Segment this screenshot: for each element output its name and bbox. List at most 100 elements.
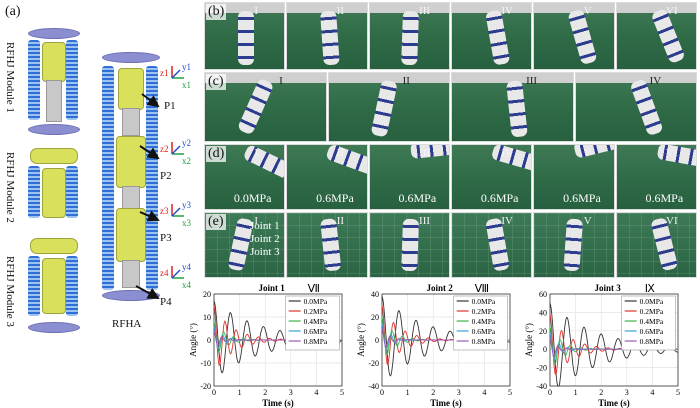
- robot-arm: [563, 218, 584, 272]
- legend-entry: 0.0MPa: [472, 297, 496, 306]
- legend-entry: 0.6MPa: [304, 327, 328, 336]
- x-tick-label: 1: [406, 388, 410, 397]
- d-frame-4: IV 0.6MPa: [451, 144, 533, 210]
- x-tick-label: 3: [457, 388, 461, 397]
- y-tick-label: -20: [536, 364, 547, 373]
- fixture-bar: [369, 3, 449, 13]
- chart-title: Joint 2: [426, 283, 453, 293]
- pressure-label: 0.6MPa: [316, 191, 354, 205]
- legend-entry: 0.2MPa: [304, 307, 328, 316]
- fixture-bar: [205, 3, 285, 13]
- y2-axis: [171, 145, 181, 155]
- d-frame-6: VI 0.6MPa: [615, 144, 697, 210]
- robot-arm: [485, 9, 511, 66]
- robot-arm: [573, 145, 614, 159]
- chart-title: Joint 1: [258, 283, 285, 293]
- fixture-bar: [328, 73, 449, 83]
- frame-numeral: V: [583, 147, 592, 159]
- x-tick-label: 0: [380, 388, 384, 397]
- legend-entry: 0.8MPa: [304, 337, 328, 346]
- chart-numeral: Ⅷ: [475, 283, 490, 295]
- panel-e-label: (e): [206, 214, 226, 230]
- module-3-label: RFHJ Module 3: [4, 256, 16, 327]
- x3-label: x3: [182, 218, 191, 228]
- y-tick-label: 20: [539, 327, 547, 336]
- frame-numeral: I: [254, 147, 259, 159]
- x-tick-label: 5: [340, 388, 344, 397]
- robot-arm: [567, 8, 599, 66]
- z4-label: z4: [160, 268, 169, 278]
- legend-entry: 0.2MPa: [472, 307, 496, 316]
- frame-numeral: III: [526, 75, 538, 87]
- legend-entry: 0.8MPa: [640, 337, 664, 346]
- panel-b-label: (b): [206, 4, 227, 20]
- p1-label: P1: [164, 100, 176, 112]
- y-tick-label: 60: [539, 290, 547, 299]
- legend-entry: 0.0MPa: [640, 297, 664, 306]
- chart-3: 0 1 2 3 4 5 -40 -20 0 20 40 60 Time (s) Angle (°) Join…: [524, 283, 680, 408]
- frame-numeral: IV: [649, 75, 662, 87]
- y-tick-label: 10: [203, 313, 211, 322]
- fixture-bar: [575, 73, 696, 83]
- frame-numeral: V: [583, 5, 592, 17]
- legend-entry: 0.2MPa: [640, 307, 664, 316]
- y-tick-label: -20: [200, 382, 211, 391]
- rfha-label: RFHA: [112, 318, 142, 330]
- rfhj-module-1-illustration: [22, 28, 86, 140]
- x-tick-label: 4: [314, 388, 318, 397]
- y4-label: y4: [182, 262, 191, 272]
- y-tick-label: 0: [375, 336, 379, 345]
- y3-axis: [171, 207, 181, 217]
- robot-arm: [325, 145, 367, 177]
- fixture-bar: [205, 73, 326, 83]
- joint-3-label: Joint 3: [250, 246, 280, 258]
- y1-label: y1: [182, 62, 191, 72]
- x-tick-label: 0: [212, 388, 216, 397]
- y1-axis: [171, 69, 181, 79]
- frame-numeral: V: [583, 215, 592, 227]
- robot-arm: [242, 145, 285, 181]
- x-tick-label: 1: [238, 388, 242, 397]
- legend-entry: 0.0MPa: [304, 297, 328, 306]
- frame-numeral: II: [336, 147, 345, 159]
- rfhj-module-2-illustration: [22, 148, 86, 228]
- fixture-bar: [616, 3, 696, 13]
- robot-arm: [320, 10, 341, 66]
- frame-numeral: VI: [666, 215, 678, 227]
- robot-arm: [400, 10, 419, 66]
- x4-label: x4: [182, 280, 191, 290]
- p4-arrow: [135, 285, 160, 299]
- rfha-assembly-illustration: [96, 52, 166, 302]
- joint-2-label: Joint 2: [250, 233, 280, 245]
- frame-numeral: VI: [666, 147, 678, 159]
- panel-c-label: (c): [206, 74, 226, 90]
- chart-2: 0 1 2 3 4 5 -40 -20 0 20 40 Time (s) Angle (°) Joint …: [356, 283, 512, 408]
- y-tick-label: 0: [543, 345, 547, 354]
- legend-entry: 0.4MPa: [472, 317, 496, 326]
- y-tick-label: 20: [203, 290, 211, 299]
- pressure-label: 0.6MPa: [645, 191, 684, 205]
- y-tick-label: 20: [371, 313, 379, 322]
- pressure-label: 0.0MPa: [233, 191, 272, 205]
- frame-numeral: IV: [501, 147, 513, 159]
- p2-arrow: [139, 145, 160, 160]
- y-tick-label: -40: [536, 382, 547, 391]
- frame-numeral: II: [336, 5, 345, 17]
- joint-labels: Joint 1 Joint 2 Joint 3: [250, 220, 280, 259]
- b-frame-6: VI: [615, 2, 697, 70]
- legend-entry: 0.4MPa: [640, 317, 664, 326]
- x-axis-label: Time (s): [598, 398, 630, 408]
- y-tick-label: -40: [368, 382, 379, 391]
- legend-entry: 0.6MPa: [472, 327, 496, 336]
- x-axis-label: Time (s): [262, 398, 294, 408]
- frame-numeral: II: [336, 215, 345, 227]
- robot-arm: [401, 218, 419, 272]
- x-tick-label: 3: [289, 388, 293, 397]
- legend-entry: 0.4MPa: [304, 317, 328, 326]
- y-tick-label: 40: [371, 290, 379, 299]
- c-frame-4: IV: [574, 72, 697, 142]
- b-frame-3: III: [368, 2, 450, 70]
- robot-arm: [505, 80, 528, 138]
- y-tick-label: -20: [368, 359, 379, 368]
